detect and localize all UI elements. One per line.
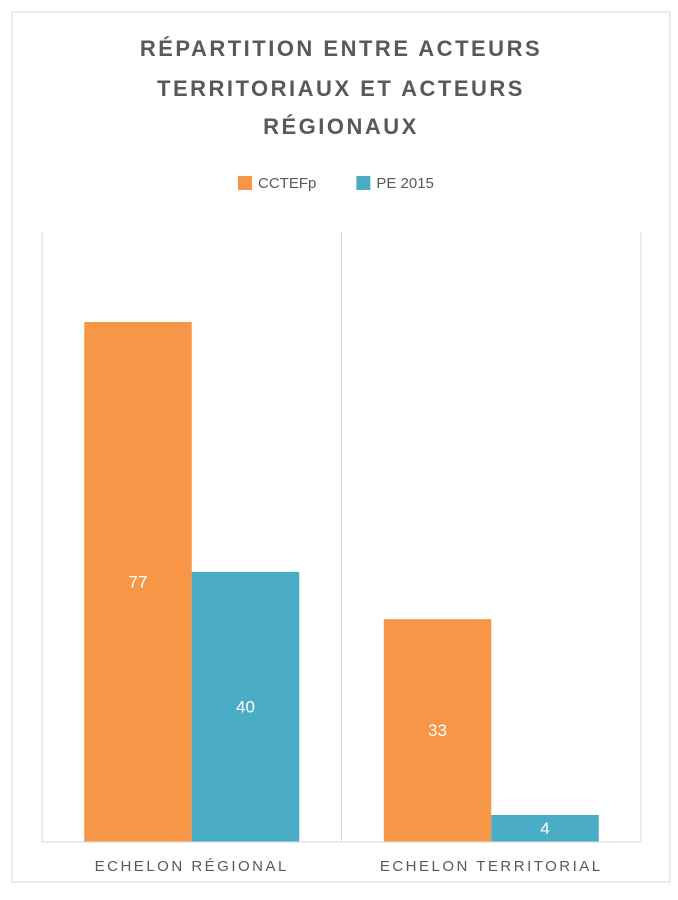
chart-title: RÉPARTITION ENTRE ACTEURS: [140, 36, 542, 61]
legend-label: CCTEFp: [258, 175, 316, 192]
value-label: 40: [236, 697, 255, 716]
bar: [383, 619, 492, 842]
chart-title: TERRITORIAUX ET ACTEURS: [157, 76, 525, 101]
value-label: 33: [428, 721, 447, 740]
value-label: 4: [540, 819, 549, 838]
bar: [191, 571, 300, 842]
chart-title: RÉGIONAUX: [263, 114, 419, 139]
legend-swatch: [356, 176, 371, 190]
bar: [491, 814, 599, 842]
bar: [84, 322, 192, 842]
value-label: 77: [129, 572, 148, 591]
legend-swatch: [238, 176, 252, 190]
x-tick-label: ECHELON RÉGIONAL: [95, 858, 289, 875]
legend-label: PE 2015: [376, 175, 434, 192]
x-tick-label: ECHELON TERRITORIAL: [380, 858, 603, 875]
